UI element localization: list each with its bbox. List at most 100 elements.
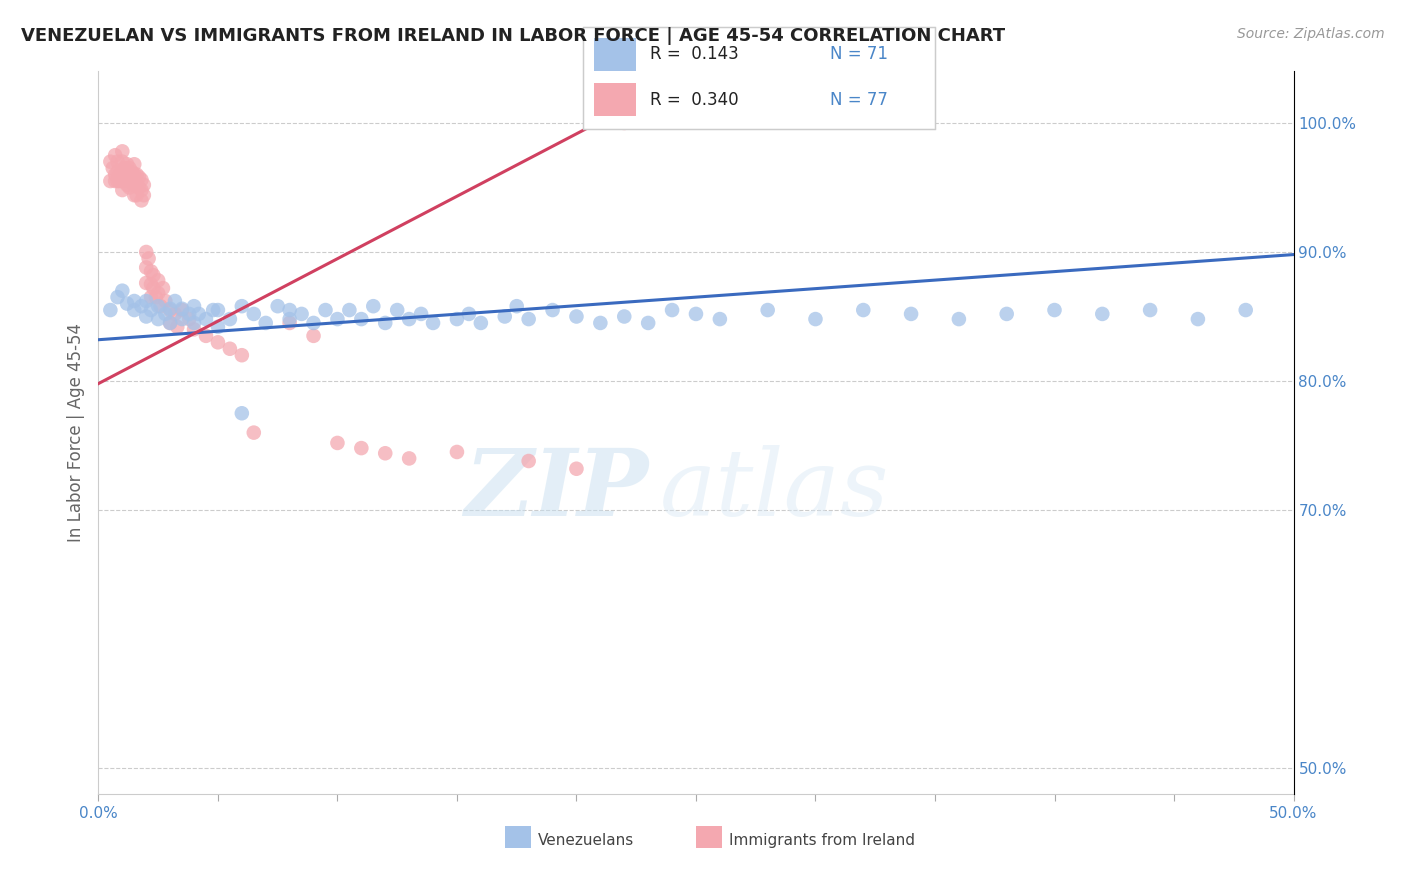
Y-axis label: In Labor Force | Age 45-54: In Labor Force | Age 45-54 (66, 323, 84, 542)
Point (219, 312, 242, 326)
Point (111, 165, 134, 179)
Point (278, 303, 301, 318)
Point (124, 293, 146, 308)
Text: R =  0.143: R = 0.143 (650, 45, 740, 63)
Point (149, 299, 172, 313)
Point (111, 183, 134, 197)
Point (118, 180, 141, 194)
Point (159, 303, 181, 318)
Point (183, 299, 205, 313)
Point (363, 299, 385, 313)
Point (125, 188, 148, 202)
Point (995, 307, 1018, 321)
Point (1187, 312, 1209, 326)
Point (139, 277, 162, 292)
Point (98, 154, 122, 169)
Text: Immigrants from Ireland: Immigrants from Ireland (730, 833, 915, 848)
Point (145, 290, 167, 304)
Point (398, 312, 420, 326)
Point (804, 312, 827, 326)
Point (166, 319, 188, 334)
Point (121, 165, 143, 179)
Point (142, 268, 165, 283)
Point (159, 301, 181, 316)
Point (101, 161, 124, 175)
Point (148, 286, 170, 301)
Point (124, 178, 146, 192)
Point (107, 174, 129, 188)
Point (124, 157, 146, 171)
Point (195, 329, 218, 343)
Point (114, 161, 136, 175)
Point (291, 307, 314, 321)
Point (115, 157, 138, 171)
Point (326, 436, 349, 450)
Point (152, 281, 174, 295)
Point (139, 290, 162, 304)
Point (1234, 303, 1257, 318)
Point (139, 303, 162, 318)
Point (125, 178, 148, 192)
Point (207, 303, 229, 318)
Point (124, 188, 146, 202)
Point (131, 299, 153, 313)
Point (900, 307, 922, 321)
Point (243, 425, 266, 440)
Point (374, 316, 396, 330)
Text: R =  0.340: R = 0.340 (650, 91, 740, 109)
Point (231, 299, 253, 313)
Point (385, 303, 409, 318)
Point (111, 154, 134, 169)
Point (135, 244, 157, 259)
Point (135, 260, 157, 275)
Point (148, 312, 170, 326)
Point (494, 310, 516, 324)
Point (411, 307, 433, 321)
Point (267, 299, 290, 313)
Point (111, 284, 134, 298)
Text: N = 71: N = 71 (830, 45, 887, 63)
Point (131, 173, 153, 187)
Point (661, 303, 683, 318)
Point (517, 312, 540, 326)
Point (115, 296, 138, 310)
Point (315, 303, 337, 318)
Point (422, 316, 444, 330)
Point (1043, 303, 1066, 318)
Point (124, 303, 146, 318)
Point (148, 273, 170, 287)
Point (613, 116, 636, 130)
Point (339, 303, 361, 318)
Point (202, 303, 225, 318)
Text: Venezuelans: Venezuelans (538, 833, 634, 848)
Point (506, 299, 529, 313)
Point (159, 316, 181, 330)
Point (98, 303, 122, 318)
Point (132, 188, 155, 202)
Point (756, 303, 779, 318)
Point (183, 316, 205, 330)
Point (637, 316, 659, 330)
Point (104, 168, 127, 182)
Point (163, 307, 186, 321)
Point (124, 168, 146, 182)
Point (565, 462, 588, 476)
Text: atlas: atlas (661, 445, 890, 535)
Point (135, 276, 157, 290)
Point (948, 312, 970, 326)
Point (1139, 303, 1161, 318)
Point (565, 310, 588, 324)
Point (1091, 307, 1114, 321)
Point (111, 174, 134, 188)
Point (852, 303, 875, 318)
Point (148, 299, 170, 313)
Point (231, 406, 253, 420)
Point (350, 312, 373, 326)
Point (350, 441, 373, 455)
Point (138, 252, 160, 266)
Point (98, 174, 122, 188)
Point (458, 307, 481, 321)
Point (142, 281, 165, 295)
Point (470, 316, 492, 330)
Point (108, 168, 131, 182)
